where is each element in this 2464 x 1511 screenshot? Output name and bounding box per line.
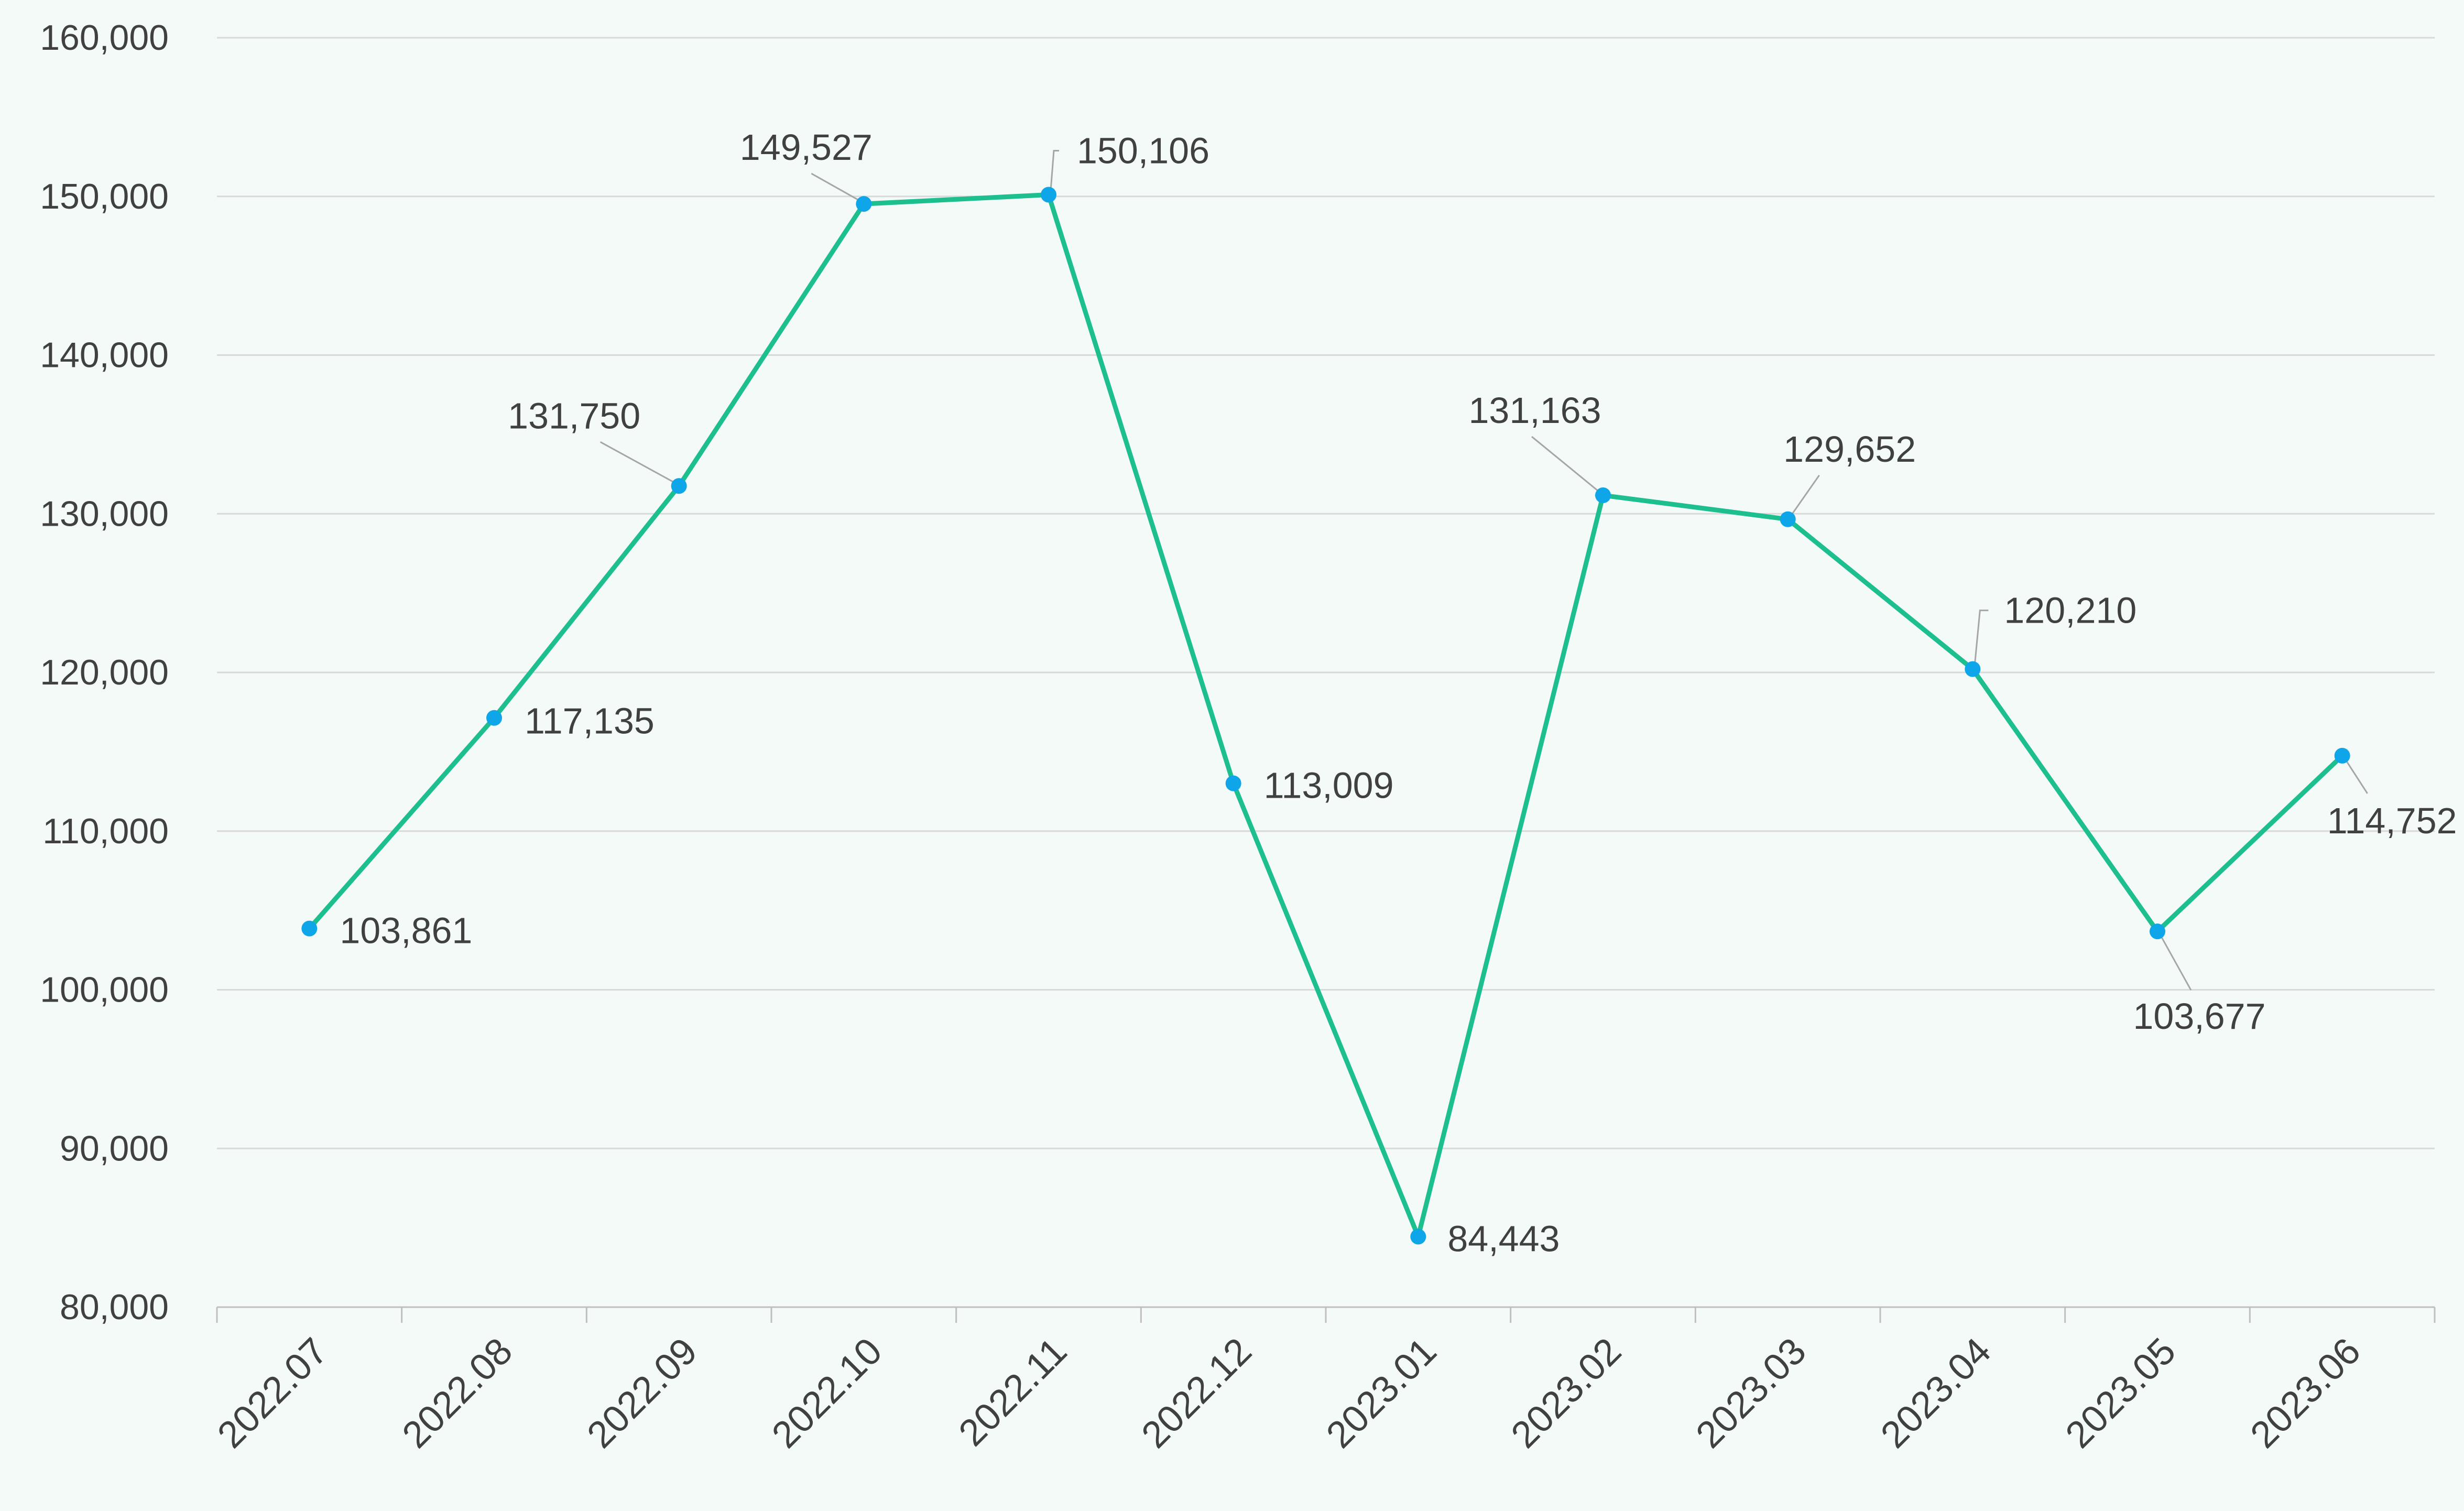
- y-tick-labels: 80,000 90,000 100,000 110,000 120,000 130,000…: [40, 18, 169, 1327]
- series-line: [307, 192, 2345, 1239]
- y-tick-label: 100,000: [40, 970, 169, 1010]
- y-tick-label: 120,000: [40, 653, 169, 692]
- data-label-leader: [811, 172, 863, 203]
- data-labels: 103,861 117,135 131,750 149,527 150,106 113,0…: [340, 127, 2457, 1259]
- data-label: 131,750: [508, 395, 640, 436]
- data-label: 103,677: [2133, 996, 2265, 1037]
- gridlines: [217, 37, 2435, 1149]
- x-tick-label: 2023.02: [1503, 1330, 1630, 1456]
- x-tick-label: 2023.01: [1318, 1330, 1445, 1456]
- x-tick-label: 2022.10: [764, 1330, 890, 1456]
- data-point-marker: [1965, 661, 1981, 677]
- x-tick-labels: 2022.07 2022.08 2022.09 2022.10 2022.11 2022.…: [210, 1330, 2369, 1456]
- data-point-marker: [1595, 487, 1611, 504]
- data-label: 84,443: [1447, 1218, 1560, 1259]
- x-tick-label: 2022.12: [1133, 1330, 1260, 1456]
- x-tick-label: 2023.05: [2058, 1330, 2184, 1456]
- data-label-leader: [1974, 610, 1989, 665]
- data-point-marker: [671, 478, 687, 494]
- x-tick-label: 2023.03: [1688, 1330, 1814, 1456]
- data-label-leader: [1789, 474, 1820, 518]
- y-tick-label: 140,000: [40, 335, 169, 375]
- x-tick-label: 2023.06: [2242, 1330, 2369, 1456]
- data-label-leader: [1050, 150, 1059, 191]
- y-tick-label: 160,000: [40, 18, 169, 58]
- label-leader-lines: [599, 150, 2368, 991]
- data-point-marker: [1410, 1229, 1426, 1245]
- data-label-leader: [1531, 436, 1601, 494]
- data-point-marker: [301, 920, 318, 937]
- data-point-marker: [1041, 187, 1056, 203]
- data-label-leader: [2343, 757, 2368, 794]
- data-label: 117,135: [525, 701, 655, 742]
- series-line-layer: [307, 192, 2345, 1239]
- x-tick-label: 2023.04: [1873, 1330, 1999, 1456]
- y-tick-label: 150,000: [40, 177, 169, 216]
- data-point-markers: [301, 187, 2350, 1245]
- data-point-marker: [1225, 775, 1241, 791]
- x-tick-label: 2022.11: [951, 1330, 1075, 1454]
- data-label: 120,210: [2004, 590, 2136, 631]
- x-tick-label: 2022.09: [579, 1330, 705, 1456]
- data-label: 129,652: [1783, 429, 1916, 470]
- data-point-marker: [2334, 747, 2350, 764]
- data-point-marker: [1780, 511, 1796, 527]
- data-label: 103,861: [340, 910, 472, 951]
- y-tick-label: 130,000: [40, 494, 169, 534]
- data-label-leader: [599, 441, 678, 485]
- data-label: 131,163: [1468, 390, 1601, 431]
- data-point-marker: [2150, 923, 2165, 940]
- x-tick-label: 2022.08: [395, 1330, 521, 1456]
- x-tick-label: 2022.07: [210, 1330, 336, 1456]
- data-label-leader: [2158, 933, 2192, 991]
- data-label: 150,106: [1077, 131, 1209, 171]
- y-tick-label: 90,000: [60, 1128, 169, 1168]
- y-tick-label: 80,000: [60, 1287, 169, 1327]
- data-label: 114,752: [2327, 800, 2457, 841]
- data-point-marker: [486, 710, 502, 726]
- data-label: 113,009: [1264, 765, 1394, 806]
- axes: [216, 1306, 2436, 1323]
- data-label: 149,527: [740, 127, 873, 168]
- data-point-marker: [856, 196, 872, 212]
- y-tick-label: 110,000: [42, 811, 169, 851]
